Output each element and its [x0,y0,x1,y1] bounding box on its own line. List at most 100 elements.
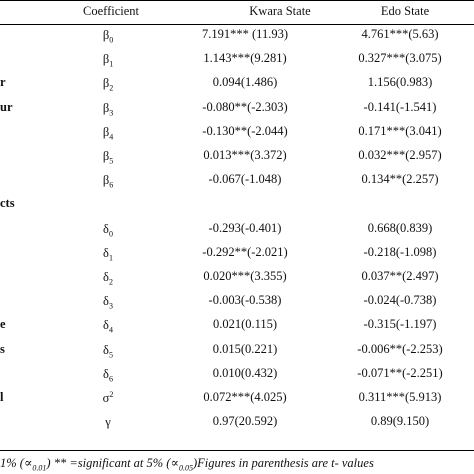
symbol-base: β [102,173,110,188]
table-row: δ3 -0.003(-0.538) -0.024(-0.738) [0,293,474,313]
symbol-base: δ [103,343,109,358]
edo-value: 0.311***(5.913) [358,390,442,404]
table-row: β4 -0.130**(-2.044) 0.171***(3.041) [0,124,474,144]
edo-value: 0.89(9.150) [370,414,430,428]
row-label: r [0,75,6,89]
table-row: δ0 -0.293(-0.401) 0.668(0.839) [0,221,474,241]
kwara-value: 0.010(0.432) [212,366,278,380]
table-row: β6 -0.067(-1.048) 0.134**(2.257) [0,172,474,192]
table-row: β5 0.013***(3.372) 0.032***(2.957) [0,148,474,168]
kwara-value: 0.020***(3.355) [203,269,287,283]
table-row: δ2 0.020***(3.355) 0.037**(2.497) [0,269,474,289]
row-label: e [0,317,6,331]
coefficient-symbol: δ6 [93,366,123,384]
table-row: β1 1.143***(9.281) 0.327***(3.075) [0,51,474,71]
row-label: s [0,342,5,356]
edo-value: 0.668(0.839) [367,221,433,235]
symbol-subscript: 3 [109,108,114,118]
symbol-subscript: 6 [108,374,113,384]
symbol-base: δ [103,270,109,285]
symbol-base: β [102,125,110,140]
footnote-part3: )Figures in parenthesis are t- values [192,456,374,470]
coefficient-symbol: β0 [93,27,123,45]
kwara-value: -0.080**(-2.303) [202,100,288,114]
edo-value: -0.024(-0.738) [363,293,437,307]
kwara-value: -0.293(-0.401) [208,221,282,235]
header-coefficient: Coefficient [83,4,139,18]
kwara-value: -0.003(-0.538) [208,293,282,307]
coefficient-symbol: δ2 [93,269,123,287]
coefficient-symbol: β2 [93,75,123,93]
symbol-base: δ [103,222,109,237]
symbol-base: δ [103,294,109,309]
symbol-subscript: 1 [109,59,114,69]
table-row: cts [0,196,474,216]
coefficient-symbol: β3 [93,100,123,118]
table-row: β0 7.191*** (11.93) 4.761***(5.63) [0,27,474,47]
footnote-part1: 1% (∝ [0,456,33,470]
coefficient-symbol: β6 [93,172,123,190]
table-row: s δ5 0.015(0.221) -0.006**(-2.253) [0,342,474,362]
symbol-subscript: 4 [109,132,114,142]
symbol-subscript: 0 [109,35,114,45]
footnote-sub1: 0.01 [32,463,47,473]
coefficient-symbol: β1 [93,51,123,69]
kwara-value: 0.021(0.115) [212,317,278,331]
kwara-value: 7.191*** (11.93) [202,27,288,41]
symbol-subscript: 5 [108,350,113,360]
symbol-base: β [102,28,110,43]
symbol-subscript: 2 [108,277,113,287]
table-row: γ 0.97(20.592) 0.89(9.150) [0,414,474,434]
kwara-value: 0.97(20.592) [212,414,278,428]
edo-value: -0.315(-1.197) [363,317,437,331]
symbol-base: γ [105,415,111,430]
symbol-base: β [102,149,110,164]
row-label: l [0,390,4,404]
table-bottom-rule [0,450,474,451]
symbol-subscript: 4 [108,325,113,335]
edo-value: -0.218(-1.098) [363,245,437,259]
header-edo-state: Edo State [380,4,430,18]
symbol-superscript: 2 [109,390,114,399]
table-row: δ1 -0.292**(-2.021) -0.218(-1.098) [0,245,474,265]
edo-value: -0.071**(-2.251) [357,366,443,380]
symbol-subscript: 0 [108,229,113,239]
kwara-value: 0.094(1.486) [212,75,278,89]
edo-value: 0.327***(3.075) [358,51,442,65]
table-footnote: 1% (∝0.01) ** =significant at 5% (∝0.05)… [0,455,474,473]
edo-value: -0.006**(-2.253) [357,342,443,356]
kwara-value: 0.013***(3.372) [203,148,287,162]
table-top-rule [0,0,474,1]
footnote-part2: ) ** =significant at 5% (∝ [46,456,179,470]
table-row: δ6 0.010(0.432) -0.071**(-2.251) [0,366,474,386]
footnote-sub2: 0.05 [178,463,193,473]
table-row: ur β3 -0.080**(-2.303) -0.141(-1.541) [0,100,474,120]
coefficient-symbol: δ0 [93,221,123,239]
symbol-base: σ [102,391,110,406]
coefficient-symbol: δ5 [93,342,123,360]
kwara-value: -0.292**(-2.021) [202,245,288,259]
symbol-base: δ [103,318,109,333]
table-row: e δ4 0.021(0.115) -0.315(-1.197) [0,317,474,337]
header-kwara-state: Kwara State [249,4,311,18]
edo-value: 1.156(0.983) [367,75,433,89]
kwara-value: 0.072***(4.025) [203,390,287,404]
edo-value: 0.037**(2.497) [361,269,439,283]
symbol-subscript: 5 [109,156,114,166]
coefficient-symbol: δ1 [93,245,123,263]
kwara-value: -0.067(-1.048) [208,172,282,186]
edo-value: 0.171***(3.041) [358,124,442,138]
symbol-base: δ [103,246,109,261]
row-label: ur [0,100,13,114]
symbol-subscript: 2 [109,83,114,93]
coefficient-symbol: β4 [93,124,123,142]
coefficient-symbol: δ3 [93,293,123,311]
edo-value: 0.134**(2.257) [361,172,439,186]
kwara-value: 0.015(0.221) [212,342,278,356]
symbol-subscript: 3 [108,301,113,311]
row-label: cts [0,196,15,210]
symbol-subscript: 1 [108,253,113,263]
coefficient-symbol: β5 [93,148,123,166]
edo-value: 0.032***(2.957) [358,148,442,162]
kwara-value: -0.130**(-2.044) [202,124,288,138]
